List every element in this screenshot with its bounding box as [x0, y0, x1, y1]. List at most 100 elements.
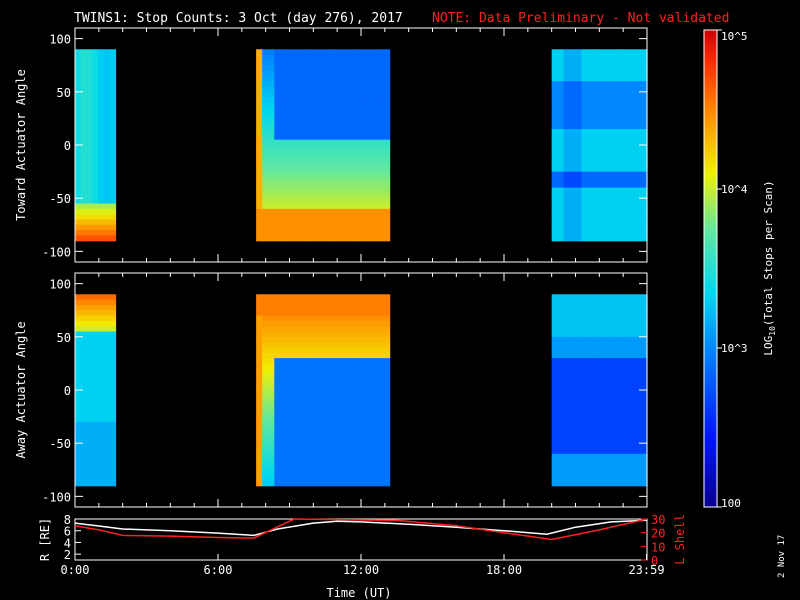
heatmap-cell [635, 405, 642, 412]
heatmap-cell [563, 480, 571, 487]
heatmap-cell [371, 411, 379, 418]
heatmap-cell [109, 54, 117, 61]
heatmap-cell [322, 331, 330, 338]
heatmap-cell [274, 107, 281, 114]
heatmap-cell [551, 304, 559, 311]
heatmap-cell [353, 480, 360, 487]
heatmap-cell [611, 342, 618, 349]
heatmap-cell [256, 86, 263, 93]
heatmap-cell [353, 198, 360, 205]
heatmap-cell [551, 400, 559, 407]
heatmap-cell [304, 166, 312, 173]
heatmap-cell [316, 358, 324, 365]
heatmap-cell [623, 448, 630, 455]
heatmap-cell [569, 480, 577, 487]
heatmap-cell [575, 107, 583, 114]
heatmap-cell [353, 54, 360, 61]
heatmap-cell [304, 363, 312, 370]
x-tick-label: 23:59 [628, 563, 664, 577]
heatmap-cell [310, 352, 318, 359]
heatmap-cell [581, 336, 589, 343]
heatmap-cell [353, 155, 360, 162]
heatmap-cell [353, 70, 360, 77]
heatmap-cell [605, 86, 612, 93]
heatmap-cell [98, 342, 105, 349]
heatmap-cell [262, 320, 269, 327]
heatmap-cell [80, 459, 88, 466]
heatmap-cell [599, 208, 606, 215]
heatmap-cell [623, 230, 630, 237]
heatmap-cell [292, 219, 300, 226]
heatmap-cell [347, 102, 354, 109]
heatmap-cell [86, 464, 93, 471]
heatmap-cell [599, 363, 606, 370]
heatmap-cell [623, 395, 630, 402]
heatmap-cell [310, 75, 318, 82]
heatmap-cell [347, 208, 354, 215]
heatmap-cell [605, 464, 612, 471]
heatmap-cell [86, 150, 93, 157]
heatmap-cell [347, 342, 354, 349]
heatmap-cell [617, 97, 624, 104]
heatmap-cell [322, 235, 330, 242]
heatmap-cell [304, 427, 312, 434]
colorbar-tick-label: 10^4 [721, 183, 748, 196]
heatmap-cell [587, 166, 594, 173]
heatmap-cell [563, 368, 571, 375]
heatmap-cell [274, 155, 281, 162]
heatmap-cell [274, 65, 281, 72]
heatmap-cell [575, 235, 583, 242]
heatmap-cell [353, 294, 360, 301]
heatmap-cell [80, 123, 88, 130]
heatmap-cell [599, 331, 606, 338]
heatmap-cell [286, 49, 294, 56]
heatmap-cell [98, 75, 105, 82]
heatmap-cell [347, 326, 354, 333]
heatmap-cell [629, 145, 636, 151]
heatmap-cell [92, 219, 99, 226]
heatmap-cell [103, 464, 111, 471]
heatmap-cell [310, 331, 318, 338]
heatmap-cell [92, 113, 99, 120]
heatmap-cell [92, 59, 99, 66]
heatmap-cell [359, 203, 366, 210]
heatmap-cell [557, 54, 565, 61]
heatmap-cell [341, 347, 348, 354]
heatmap-cell [92, 155, 99, 162]
heatmap-cell [551, 145, 559, 151]
heatmap-cell [262, 421, 269, 428]
heatmap-cell [629, 358, 636, 365]
heatmap-cell [371, 59, 379, 66]
heatmap-cell [629, 75, 636, 82]
heatmap-cell [262, 469, 269, 476]
heatmap-cell [371, 352, 379, 359]
heatmap-cell [593, 453, 600, 460]
heatmap-cell [310, 150, 318, 157]
heatmap-cell [551, 219, 559, 226]
heatmap-cell [335, 235, 342, 242]
heatmap-cell [587, 347, 594, 354]
heatmap-cell [341, 427, 348, 434]
heatmap-cell [629, 480, 636, 487]
heatmap-cell [623, 182, 630, 189]
heatmap-cell [623, 384, 630, 391]
heatmap-cell [365, 379, 372, 386]
heatmap-cell [377, 129, 385, 135]
heatmap-cell [605, 182, 612, 189]
heatmap-cell [341, 166, 348, 173]
heatmap-cell [599, 411, 606, 418]
heatmap-cell [629, 453, 636, 460]
colorbar-tick-label: 100 [721, 497, 741, 510]
heatmap-cell [629, 384, 636, 391]
heatmap-cell [286, 208, 294, 215]
heatmap-cell [298, 113, 306, 120]
heatmap-cell [629, 49, 636, 56]
heatmap-cell [605, 448, 612, 455]
heatmap-cell [605, 320, 612, 327]
heatmap-cell [292, 91, 300, 98]
heatmap-cell [605, 437, 612, 444]
heatmap-cell [569, 214, 577, 221]
heatmap-cell [262, 224, 269, 231]
heatmap-cell [575, 145, 583, 151]
heatmap-cell [75, 187, 82, 194]
